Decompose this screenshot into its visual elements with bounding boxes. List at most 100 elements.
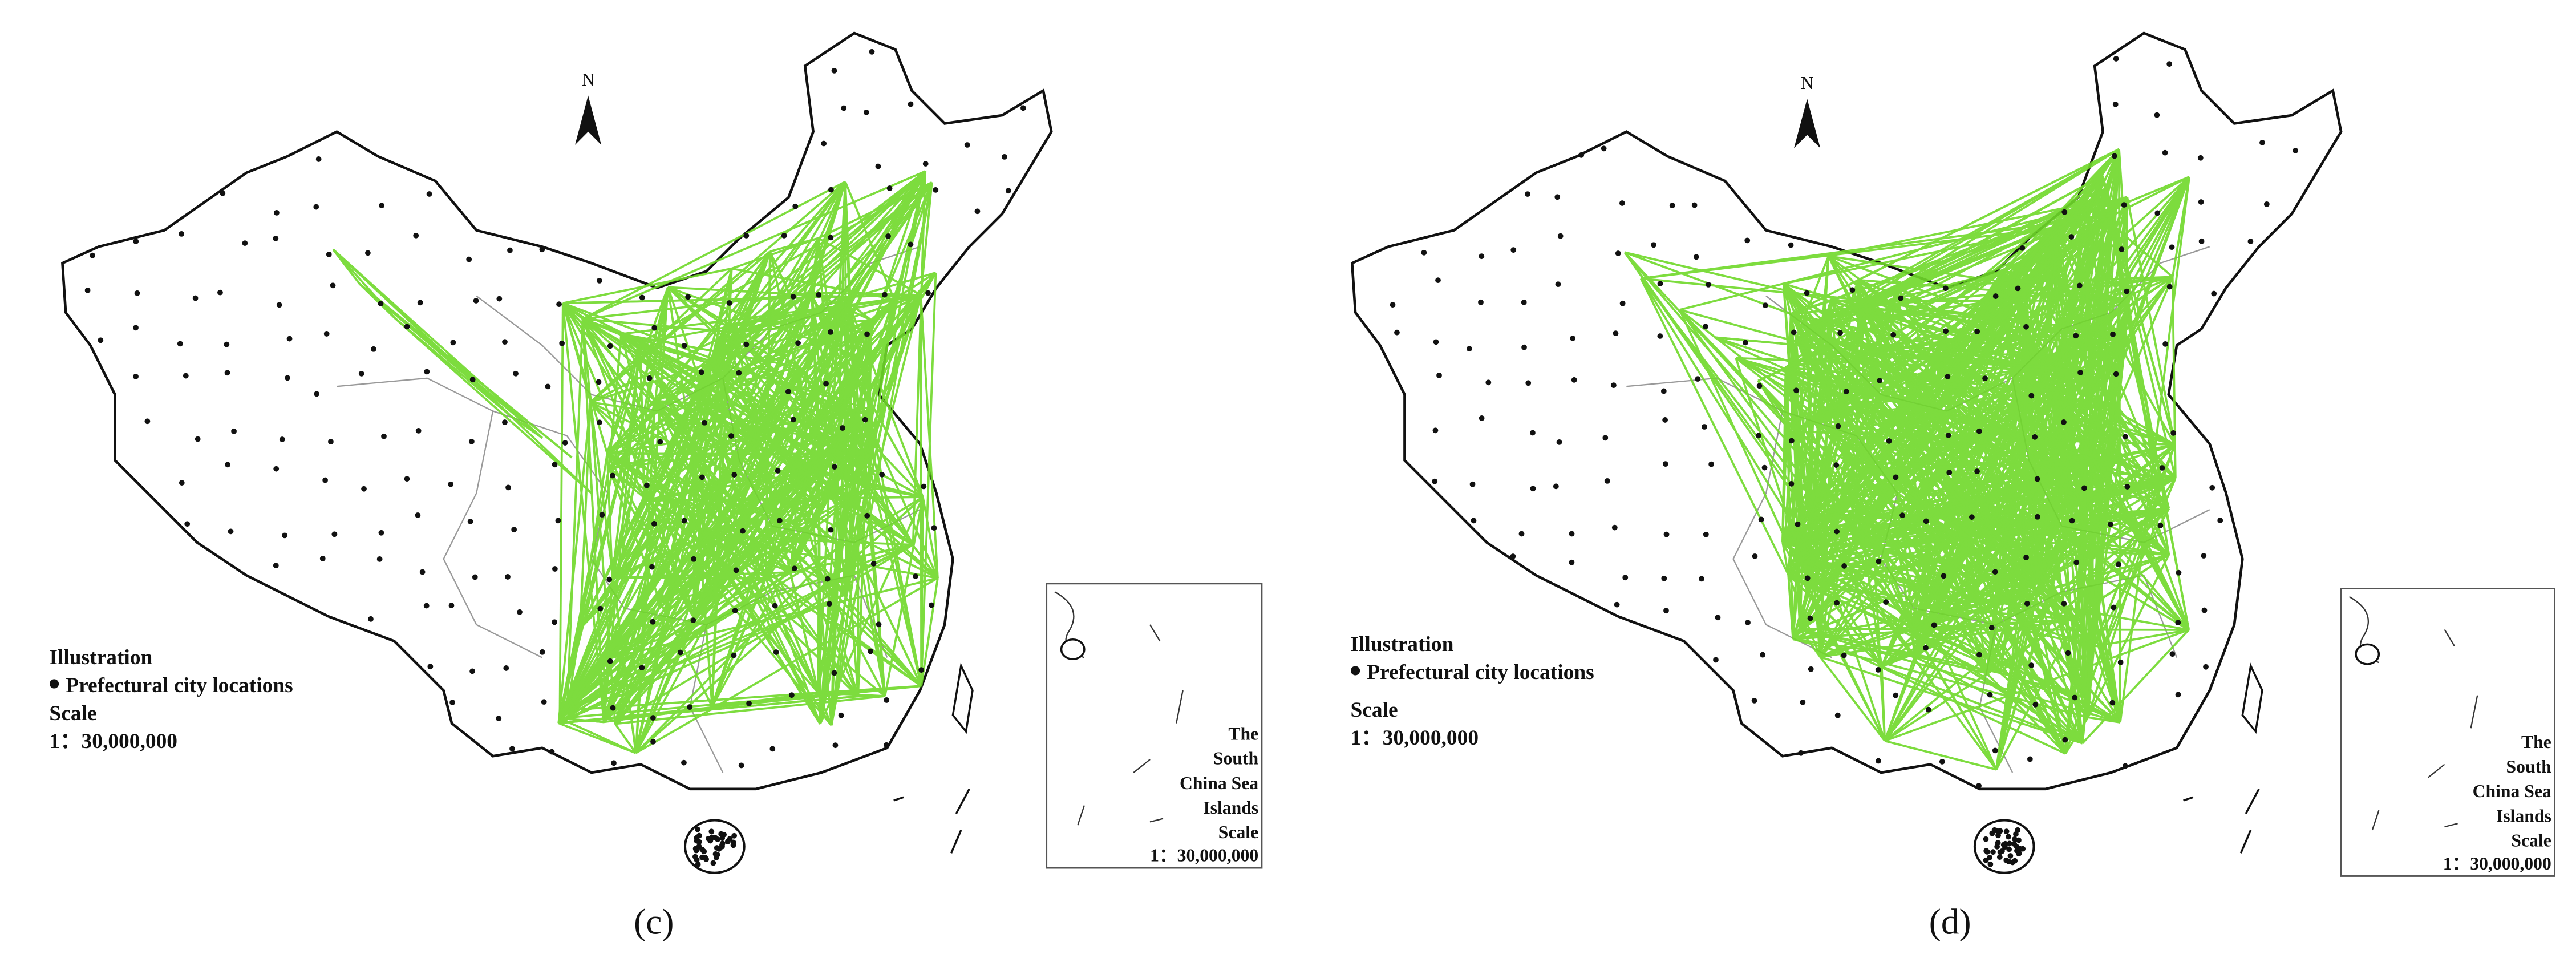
city-dot bbox=[273, 235, 279, 241]
network-line bbox=[582, 180, 846, 320]
network-line bbox=[2092, 444, 2176, 647]
city-dot bbox=[2198, 199, 2204, 205]
network-line bbox=[1819, 656, 1886, 742]
network-line bbox=[693, 452, 864, 619]
city-dot bbox=[1433, 339, 1439, 345]
city-dot bbox=[1756, 433, 1761, 439]
taiwan bbox=[2241, 662, 2263, 734]
network-line bbox=[1782, 455, 2106, 543]
city-dot bbox=[1945, 433, 1951, 438]
city-dot bbox=[330, 282, 336, 289]
hainan-dot bbox=[692, 854, 698, 860]
city-dots bbox=[84, 48, 1026, 867]
city-dot bbox=[870, 560, 877, 567]
network-line bbox=[2083, 696, 2121, 724]
network-line bbox=[603, 535, 704, 661]
map bbox=[1350, 31, 2343, 874]
city-dot bbox=[1946, 470, 1953, 476]
city-dot bbox=[2032, 701, 2039, 708]
network-line bbox=[604, 543, 914, 661]
inset-text: The bbox=[2521, 732, 2551, 752]
city-dot bbox=[228, 528, 234, 535]
inset: The South China Sea Islands Scale 1：30,0… bbox=[1046, 583, 1263, 869]
city-dot bbox=[1760, 652, 1766, 658]
city-dot bbox=[1942, 285, 1949, 292]
city-dot bbox=[1613, 330, 1619, 337]
hainan-dot bbox=[2006, 846, 2012, 852]
city-dot bbox=[133, 373, 139, 379]
network-line bbox=[1829, 301, 1833, 441]
network-line bbox=[848, 305, 874, 411]
network-line bbox=[557, 402, 592, 724]
city-dot bbox=[2112, 101, 2119, 107]
city-dot bbox=[2061, 600, 2067, 607]
network-line bbox=[582, 170, 926, 320]
network-line bbox=[2079, 300, 2131, 466]
network-line bbox=[1792, 400, 1878, 640]
city-dot bbox=[513, 370, 519, 377]
inset-text: China Sea bbox=[1180, 773, 1258, 793]
city-dot bbox=[1555, 281, 1561, 288]
network-line bbox=[1679, 309, 2176, 446]
network-line bbox=[1830, 202, 2089, 442]
city-dot bbox=[511, 527, 517, 533]
network-line bbox=[643, 287, 669, 501]
city-dot bbox=[427, 664, 434, 670]
city-dot bbox=[643, 482, 650, 488]
city-dot bbox=[886, 185, 893, 191]
city-dot bbox=[611, 760, 617, 766]
hainan-dot bbox=[696, 843, 702, 850]
network-line bbox=[1641, 277, 1868, 302]
city-dot bbox=[1875, 667, 1881, 673]
network-line bbox=[606, 286, 669, 454]
network-line bbox=[606, 452, 922, 687]
city-dot bbox=[2023, 555, 2029, 560]
inset-text: Scale bbox=[1218, 822, 1258, 842]
city-dot bbox=[217, 289, 223, 296]
city-dot bbox=[2263, 201, 2270, 207]
network-line bbox=[1884, 739, 1997, 771]
network-line bbox=[2010, 464, 2089, 718]
city-dot bbox=[90, 252, 95, 258]
inset-scale: 1：30,000,000 bbox=[1150, 846, 1258, 866]
city-dot bbox=[419, 569, 426, 575]
network-line bbox=[2101, 527, 2190, 631]
city-dot bbox=[691, 556, 697, 562]
city-dot bbox=[502, 419, 508, 425]
city-dot bbox=[1976, 783, 1982, 789]
inset-islands bbox=[1054, 591, 1184, 826]
network-line bbox=[1784, 367, 1795, 640]
city-dot bbox=[650, 619, 656, 625]
network-line bbox=[1781, 541, 1886, 742]
city-dot bbox=[505, 574, 511, 580]
city-dot bbox=[1699, 576, 1704, 582]
network-line bbox=[1624, 252, 2084, 744]
city-dot bbox=[2198, 238, 2205, 244]
network-line bbox=[1862, 306, 2059, 392]
network-line bbox=[2087, 554, 2170, 718]
city-dot bbox=[828, 235, 834, 241]
city-dot bbox=[827, 601, 832, 607]
network-line bbox=[920, 577, 939, 686]
legend-title: Illustration bbox=[1350, 633, 1453, 656]
city-dot bbox=[545, 383, 551, 390]
city-dot bbox=[736, 370, 742, 376]
network-line bbox=[920, 272, 937, 686]
inset-text: Islands bbox=[1203, 798, 1258, 818]
network-line bbox=[2081, 340, 2121, 743]
city-dot bbox=[2019, 245, 2026, 251]
network-line bbox=[659, 268, 733, 603]
network-line bbox=[2171, 277, 2177, 479]
city-dot bbox=[677, 649, 683, 656]
scale-value: 1：30,000,000 bbox=[49, 730, 177, 753]
city-dot bbox=[863, 109, 869, 115]
legend-title: Illustration bbox=[49, 646, 152, 669]
city-dot bbox=[2108, 521, 2113, 527]
city-dot bbox=[328, 439, 334, 445]
network-line bbox=[2050, 358, 2058, 385]
city-dot bbox=[509, 746, 515, 752]
city-dot bbox=[562, 440, 568, 446]
city-dot bbox=[681, 518, 687, 524]
network-line bbox=[606, 170, 926, 455]
city-dot bbox=[823, 381, 829, 387]
